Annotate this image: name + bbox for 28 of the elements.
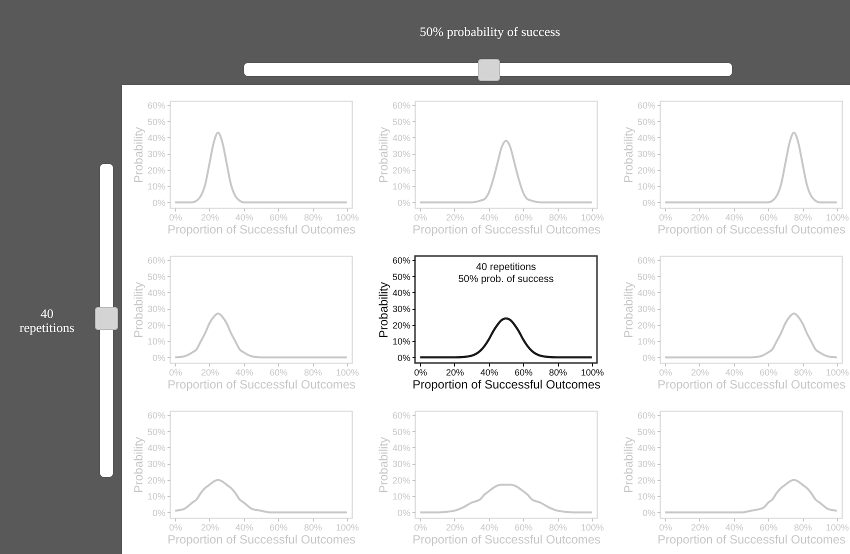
line-series — [419, 484, 593, 514]
annotation: 40 repetitions — [476, 262, 536, 273]
y-tick-label: 60% — [392, 256, 410, 266]
line-series — [174, 312, 348, 358]
x-axis-title: Proportion of Successful Outcomes — [412, 378, 601, 392]
x-tick-label: 100% — [580, 368, 604, 378]
y-tick-label: 10% — [392, 336, 410, 347]
line-series — [174, 132, 348, 204]
y-tick-label: 0% — [397, 352, 410, 363]
y-tick-label: 50% — [392, 272, 410, 282]
line-series — [664, 312, 838, 358]
x-tick-label: 20% — [446, 368, 464, 378]
y-axis-title: Probability — [376, 282, 390, 338]
line-series — [419, 317, 593, 358]
x-tick-label: 0% — [414, 368, 428, 378]
y-tick-label: 20% — [392, 320, 410, 330]
x-tick-label: 80% — [549, 368, 568, 378]
x-tick-label: 60% — [514, 368, 533, 378]
line-series — [419, 140, 593, 204]
annotation: 50% prob. of success — [458, 274, 554, 285]
line-series — [174, 478, 348, 514]
line-series — [664, 478, 838, 514]
y-tick-label: 40% — [392, 288, 410, 298]
text: 50% probability of success — [418, 24, 562, 40]
line-series — [664, 132, 838, 204]
y-tick-label: 30% — [392, 304, 410, 314]
text: 40 repetitions — [18, 306, 76, 335]
x-tick-label: 40% — [480, 368, 498, 378]
